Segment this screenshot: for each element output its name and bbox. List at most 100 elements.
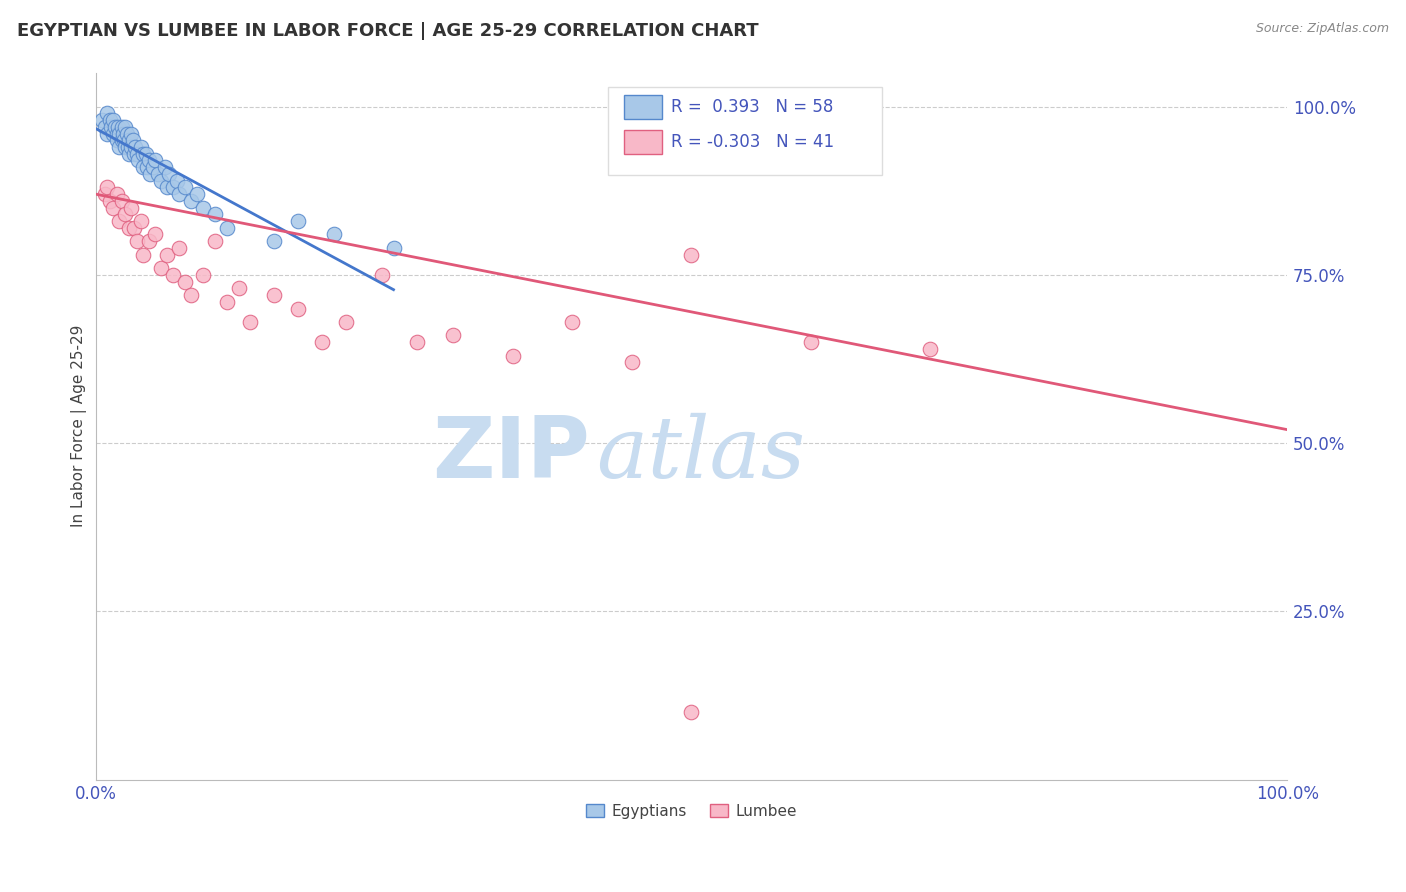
Point — [311, 335, 333, 350]
Point — [159, 167, 181, 181]
Point — [135, 160, 157, 174]
Point — [94, 120, 117, 134]
Point — [108, 140, 131, 154]
Point — [114, 140, 136, 154]
Point — [135, 146, 157, 161]
Text: R =  0.393   N = 58: R = 0.393 N = 58 — [671, 98, 834, 116]
Point — [186, 187, 208, 202]
Point — [120, 127, 142, 141]
Text: Source: ZipAtlas.com: Source: ZipAtlas.com — [1256, 22, 1389, 36]
Point — [103, 127, 125, 141]
Point — [111, 120, 134, 134]
Point — [100, 120, 122, 134]
Point — [142, 160, 165, 174]
Point — [129, 140, 152, 154]
Point — [96, 106, 118, 120]
Point — [146, 167, 169, 181]
Point — [162, 268, 184, 282]
Point — [162, 180, 184, 194]
Point — [287, 214, 309, 228]
Point — [127, 234, 149, 248]
Point — [114, 120, 136, 134]
Point — [204, 234, 226, 248]
Point — [124, 140, 146, 154]
Point — [94, 187, 117, 202]
Point — [174, 275, 197, 289]
Y-axis label: In Labor Force | Age 25-29: In Labor Force | Age 25-29 — [72, 325, 87, 527]
Point — [322, 227, 344, 242]
Point — [105, 127, 128, 141]
Point — [108, 127, 131, 141]
Point — [129, 214, 152, 228]
Point — [98, 113, 121, 128]
Point — [406, 335, 429, 350]
Point — [681, 706, 703, 720]
Point — [167, 241, 190, 255]
Point — [138, 153, 160, 168]
Point — [138, 234, 160, 248]
Point — [215, 294, 238, 309]
Point — [441, 328, 464, 343]
Point — [167, 187, 190, 202]
Point — [90, 113, 112, 128]
Point — [370, 268, 392, 282]
Point — [156, 180, 179, 194]
Point — [122, 146, 145, 161]
Point — [263, 288, 285, 302]
Point — [122, 220, 145, 235]
Point — [112, 133, 135, 147]
Point — [114, 207, 136, 221]
Point — [502, 349, 524, 363]
Point — [96, 127, 118, 141]
Point — [105, 133, 128, 147]
Point — [111, 194, 134, 208]
Point — [143, 227, 166, 242]
Point — [287, 301, 309, 316]
Point — [204, 207, 226, 221]
Point — [180, 194, 202, 208]
Point — [335, 315, 357, 329]
Point — [132, 146, 155, 161]
Point — [150, 261, 173, 276]
Point — [120, 201, 142, 215]
Point — [118, 220, 141, 235]
Point — [111, 127, 134, 141]
Point — [96, 180, 118, 194]
Point — [681, 248, 703, 262]
Point — [111, 133, 134, 147]
Point — [143, 153, 166, 168]
Point — [98, 194, 121, 208]
Point — [156, 248, 179, 262]
Point — [132, 160, 155, 174]
Point — [104, 120, 127, 134]
Point — [115, 127, 138, 141]
Point — [107, 120, 129, 134]
Point — [800, 335, 823, 350]
Point — [174, 180, 197, 194]
Point — [180, 288, 202, 302]
Text: ZIP: ZIP — [433, 413, 591, 496]
Point — [228, 281, 250, 295]
Point — [120, 140, 142, 154]
Point — [215, 220, 238, 235]
Text: R = -0.303   N = 41: R = -0.303 N = 41 — [671, 133, 834, 152]
Point — [153, 160, 176, 174]
Point — [263, 234, 285, 248]
Point — [105, 187, 128, 202]
FancyBboxPatch shape — [623, 95, 662, 119]
Point — [127, 153, 149, 168]
FancyBboxPatch shape — [623, 130, 662, 154]
Point — [561, 315, 583, 329]
Point — [918, 342, 941, 356]
Point — [620, 355, 643, 369]
Point — [117, 140, 139, 154]
Point — [118, 146, 141, 161]
Point — [121, 133, 143, 147]
Point — [166, 174, 188, 188]
Point — [132, 248, 155, 262]
FancyBboxPatch shape — [607, 87, 882, 176]
Point — [191, 201, 214, 215]
Point — [118, 133, 141, 147]
Text: atlas: atlas — [596, 413, 806, 496]
Point — [103, 113, 125, 128]
